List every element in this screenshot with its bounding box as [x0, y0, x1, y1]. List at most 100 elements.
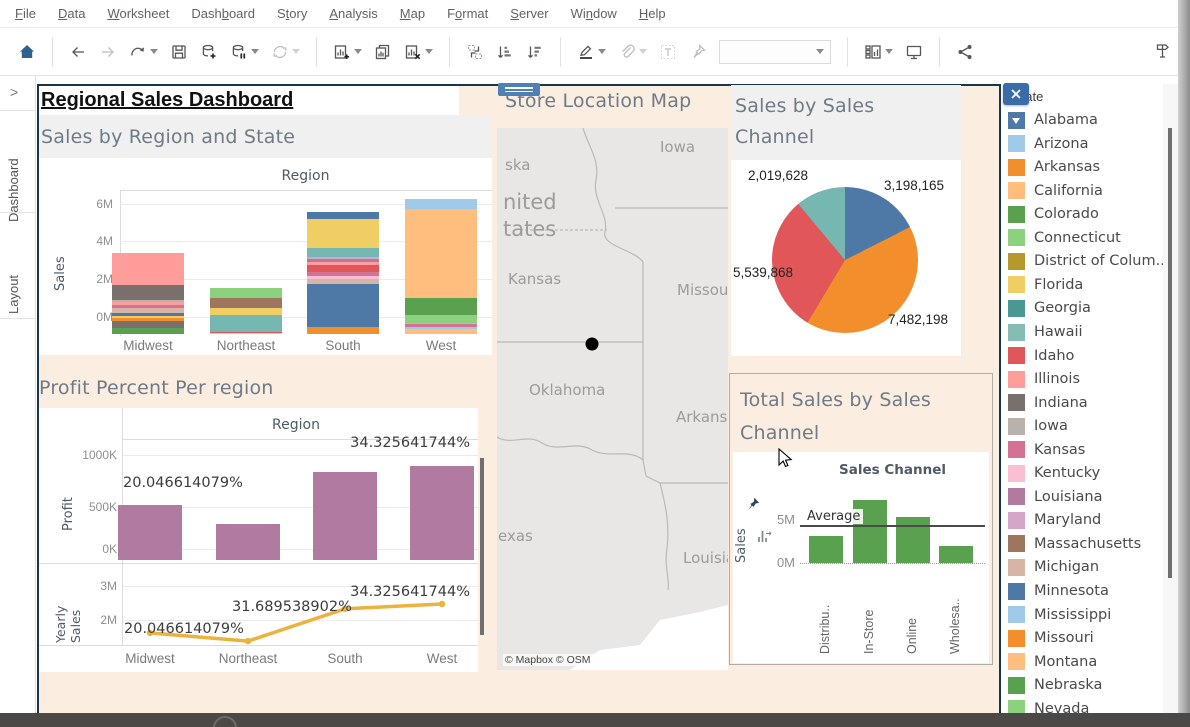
bar-segment[interactable] [210, 307, 282, 315]
bar-segment[interactable] [307, 272, 379, 276]
color-swatch[interactable] [1008, 252, 1025, 270]
menu-story[interactable]: Story [276, 6, 308, 21]
save-button[interactable] [166, 35, 192, 69]
menu-analysis[interactable]: Analysis [329, 6, 378, 21]
legend-item-maryland[interactable]: Maryland [1008, 510, 1101, 530]
bar-segment[interactable] [210, 331, 282, 333]
bar-segment[interactable] [307, 218, 379, 249]
bar-segment[interactable] [112, 302, 184, 305]
bar-segment[interactable] [112, 285, 184, 300]
legend-item-kentucky[interactable]: Kentucky [1008, 463, 1100, 483]
home-button[interactable] [14, 35, 40, 69]
stacked-bar-south[interactable] [307, 212, 379, 334]
bar-segment[interactable] [307, 264, 379, 273]
sort-asc-button[interactable] [492, 35, 518, 69]
sheet-sales-by-channel-pie[interactable]: Sales by Sales Channel 3,198,165 7,482,19… [731, 85, 961, 356]
legend-item-michigan[interactable]: Michigan [1008, 557, 1099, 577]
legend-item-arizona[interactable]: Arizona [1008, 134, 1088, 154]
tab-dashboard[interactable]: Dashboard [6, 158, 21, 222]
bar-segment[interactable] [307, 248, 379, 257]
presentation-button[interactable] [901, 35, 927, 69]
bar-segment[interactable] [307, 212, 379, 219]
bar-segment[interactable] [307, 256, 379, 259]
color-swatch[interactable] [1008, 464, 1025, 482]
pause-data-button[interactable] [226, 35, 263, 69]
bar-segment[interactable] [405, 199, 477, 209]
sheet-profit-percent[interactable]: Profit Percent Per region Region Profit … [39, 375, 478, 672]
back-button[interactable] [65, 35, 91, 69]
bar-segment[interactable] [210, 288, 282, 299]
bar-segment[interactable] [405, 322, 477, 325]
channel-bar-wholesa[interactable] [939, 546, 973, 563]
legend-item-minnesota[interactable]: Minnesota [1008, 581, 1109, 601]
bar-segment[interactable] [307, 279, 379, 284]
average-reference-line[interactable] [800, 524, 985, 527]
legend-item-montana[interactable]: Montana [1008, 652, 1097, 672]
color-swatch[interactable] [1008, 653, 1025, 671]
bar-segment[interactable] [210, 332, 282, 334]
os-taskbar[interactable] [0, 713, 1190, 727]
legend-item-mississippi[interactable]: Mississippi [1008, 605, 1111, 625]
pie-chart[interactable] [772, 187, 918, 333]
legend-item-arkansas[interactable]: Arkansas [1008, 157, 1100, 177]
tab-layout[interactable]: Layout [6, 274, 21, 314]
bar-segment[interactable] [405, 324, 477, 327]
bar-segment[interactable] [307, 276, 379, 280]
color-swatch[interactable] [1008, 394, 1025, 412]
bar-segment[interactable] [112, 315, 184, 319]
legend-item-nebraska[interactable]: Nebraska [1008, 675, 1102, 695]
legend-item-district-of-colum--[interactable]: District of Colum.. [1008, 251, 1163, 271]
menu-window[interactable]: Window [570, 6, 617, 21]
swap-axes-button[interactable] [462, 35, 488, 69]
legend-item-colorado[interactable]: Colorado [1008, 204, 1099, 224]
color-swatch[interactable] [1008, 323, 1025, 341]
add-data-button[interactable] [196, 35, 222, 69]
bar-segment[interactable] [405, 326, 477, 330]
legend-item-georgia[interactable]: Georgia [1008, 298, 1091, 318]
menu-data[interactable]: Data [57, 6, 86, 21]
pin-icon[interactable] [744, 496, 762, 514]
bar-segment[interactable] [210, 314, 282, 332]
legend-item-indiana[interactable]: Indiana [1008, 393, 1088, 413]
color-swatch[interactable] [1008, 582, 1025, 600]
bar-segment[interactable] [307, 326, 379, 334]
bar-segment[interactable] [210, 298, 282, 308]
expand-panel-chevron[interactable]: > [10, 84, 19, 100]
chevron-down-icon[interactable] [1012, 117, 1020, 124]
legend-item-massachusetts[interactable]: Massachusetts [1008, 534, 1141, 554]
bar-segment[interactable] [405, 329, 477, 334]
menu-worksheet[interactable]: Worksheet [107, 6, 170, 21]
color-swatch[interactable] [1008, 535, 1025, 553]
color-swatch[interactable] [1008, 629, 1025, 647]
legend-item-idaho[interactable]: Idaho [1008, 346, 1074, 366]
legend-item-illinois[interactable]: Illinois [1008, 369, 1080, 389]
bar-segment[interactable] [112, 328, 184, 334]
fit-dropdown[interactable] [719, 39, 831, 64]
bar-segment[interactable] [405, 297, 477, 315]
color-swatch[interactable] [1008, 135, 1025, 152]
store-location-map[interactable]: ska Iowa nited tates Kansas Missour Oklahoma Ar… [497, 128, 728, 670]
color-swatch[interactable] [1008, 558, 1025, 576]
stacked-bar-midwest[interactable] [112, 252, 184, 334]
stacked-bar-west[interactable] [405, 199, 477, 334]
legend-item-iowa[interactable]: Iowa [1008, 416, 1068, 436]
sheet-sales-by-region-state[interactable]: Sales by Region and State Region Sales 6… [39, 116, 492, 355]
store-marker-dot[interactable] [585, 337, 599, 351]
bar-segment[interactable] [112, 318, 184, 322]
legend-item-louisiana[interactable]: Louisiana [1008, 487, 1102, 507]
color-swatch[interactable] [1008, 370, 1025, 388]
legend-item-alabama[interactable]: Alabama [1008, 110, 1098, 130]
dashboard-title-object[interactable]: Regional Sales Dashboard [39, 86, 459, 115]
share-button[interactable] [952, 35, 978, 69]
state-legend-card[interactable]: State AlabamaArizonaArkansasCaliforniaCo… [1003, 84, 1163, 713]
bar-segment[interactable] [112, 304, 184, 309]
bar-segment[interactable] [112, 312, 184, 316]
color-swatch[interactable] [1008, 441, 1025, 459]
bar-segment[interactable] [307, 283, 379, 327]
show-cards-button[interactable] [860, 35, 897, 69]
bar-segment[interactable] [112, 299, 184, 303]
profit-bar-northeast[interactable] [216, 523, 280, 560]
menu-dashboard[interactable]: Dashboard [191, 6, 255, 21]
clear-sheet-button[interactable] [400, 35, 437, 69]
show-me-button[interactable] [1150, 34, 1176, 68]
